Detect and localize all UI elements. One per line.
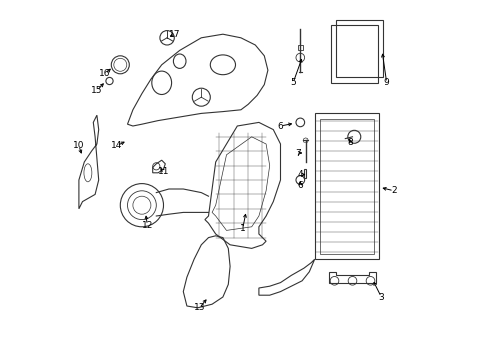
Text: 1: 1 xyxy=(239,224,245,233)
Text: 12: 12 xyxy=(142,220,153,230)
Text: 16: 16 xyxy=(99,69,111,78)
Text: 15: 15 xyxy=(91,86,102,95)
Text: 17: 17 xyxy=(168,30,180,39)
Text: 4: 4 xyxy=(297,170,303,179)
Text: 5: 5 xyxy=(290,78,295,87)
Text: 7: 7 xyxy=(294,149,300,158)
Text: 13: 13 xyxy=(193,303,205,312)
Text: 9: 9 xyxy=(383,78,389,87)
Text: 6: 6 xyxy=(277,122,283,131)
Text: 6: 6 xyxy=(297,181,303,190)
Text: 3: 3 xyxy=(378,292,384,302)
Text: 11: 11 xyxy=(158,166,169,176)
Text: 10: 10 xyxy=(73,141,84,150)
Text: 14: 14 xyxy=(111,141,122,150)
Text: 8: 8 xyxy=(347,138,353,147)
Text: 2: 2 xyxy=(390,186,396,195)
